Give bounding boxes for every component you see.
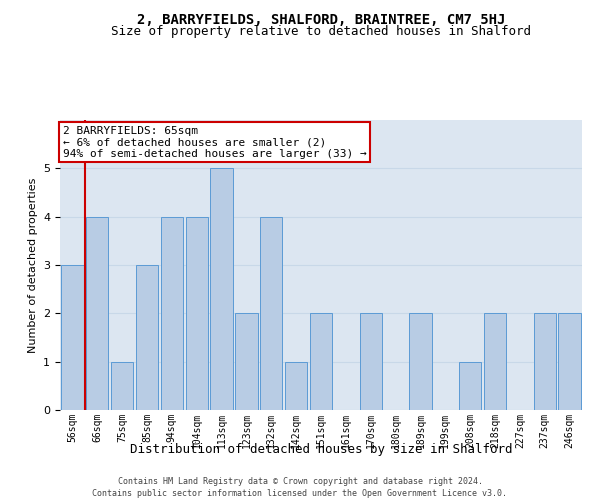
Text: Size of property relative to detached houses in Shalford: Size of property relative to detached ho… (111, 25, 531, 38)
Bar (211, 168, 233, 410)
Bar (359, 314, 382, 410)
Bar (459, 362, 481, 410)
Bar (559, 314, 581, 410)
Bar (86, 216, 109, 410)
Bar (61, 265, 83, 410)
Text: 2 BARRYFIELDS: 65sqm
← 6% of detached houses are smaller (2)
94% of semi-detache: 2 BARRYFIELDS: 65sqm ← 6% of detached ho… (62, 126, 367, 159)
Y-axis label: Number of detached properties: Number of detached properties (28, 178, 38, 352)
Text: Contains public sector information licensed under the Open Government Licence v3: Contains public sector information licen… (92, 489, 508, 498)
Text: Distribution of detached houses by size in Shalford: Distribution of detached houses by size … (130, 442, 512, 456)
Bar (111, 362, 133, 410)
Text: 2, BARRYFIELDS, SHALFORD, BRAINTREE, CM7 5HJ: 2, BARRYFIELDS, SHALFORD, BRAINTREE, CM7… (137, 12, 505, 26)
Bar (409, 314, 431, 410)
Bar (136, 265, 158, 410)
Bar (533, 314, 556, 410)
Bar (161, 216, 183, 410)
Bar (235, 314, 257, 410)
Bar (310, 314, 332, 410)
Text: Contains HM Land Registry data © Crown copyright and database right 2024.: Contains HM Land Registry data © Crown c… (118, 478, 482, 486)
Bar (260, 216, 283, 410)
Bar (484, 314, 506, 410)
Bar (285, 362, 307, 410)
Bar (185, 216, 208, 410)
